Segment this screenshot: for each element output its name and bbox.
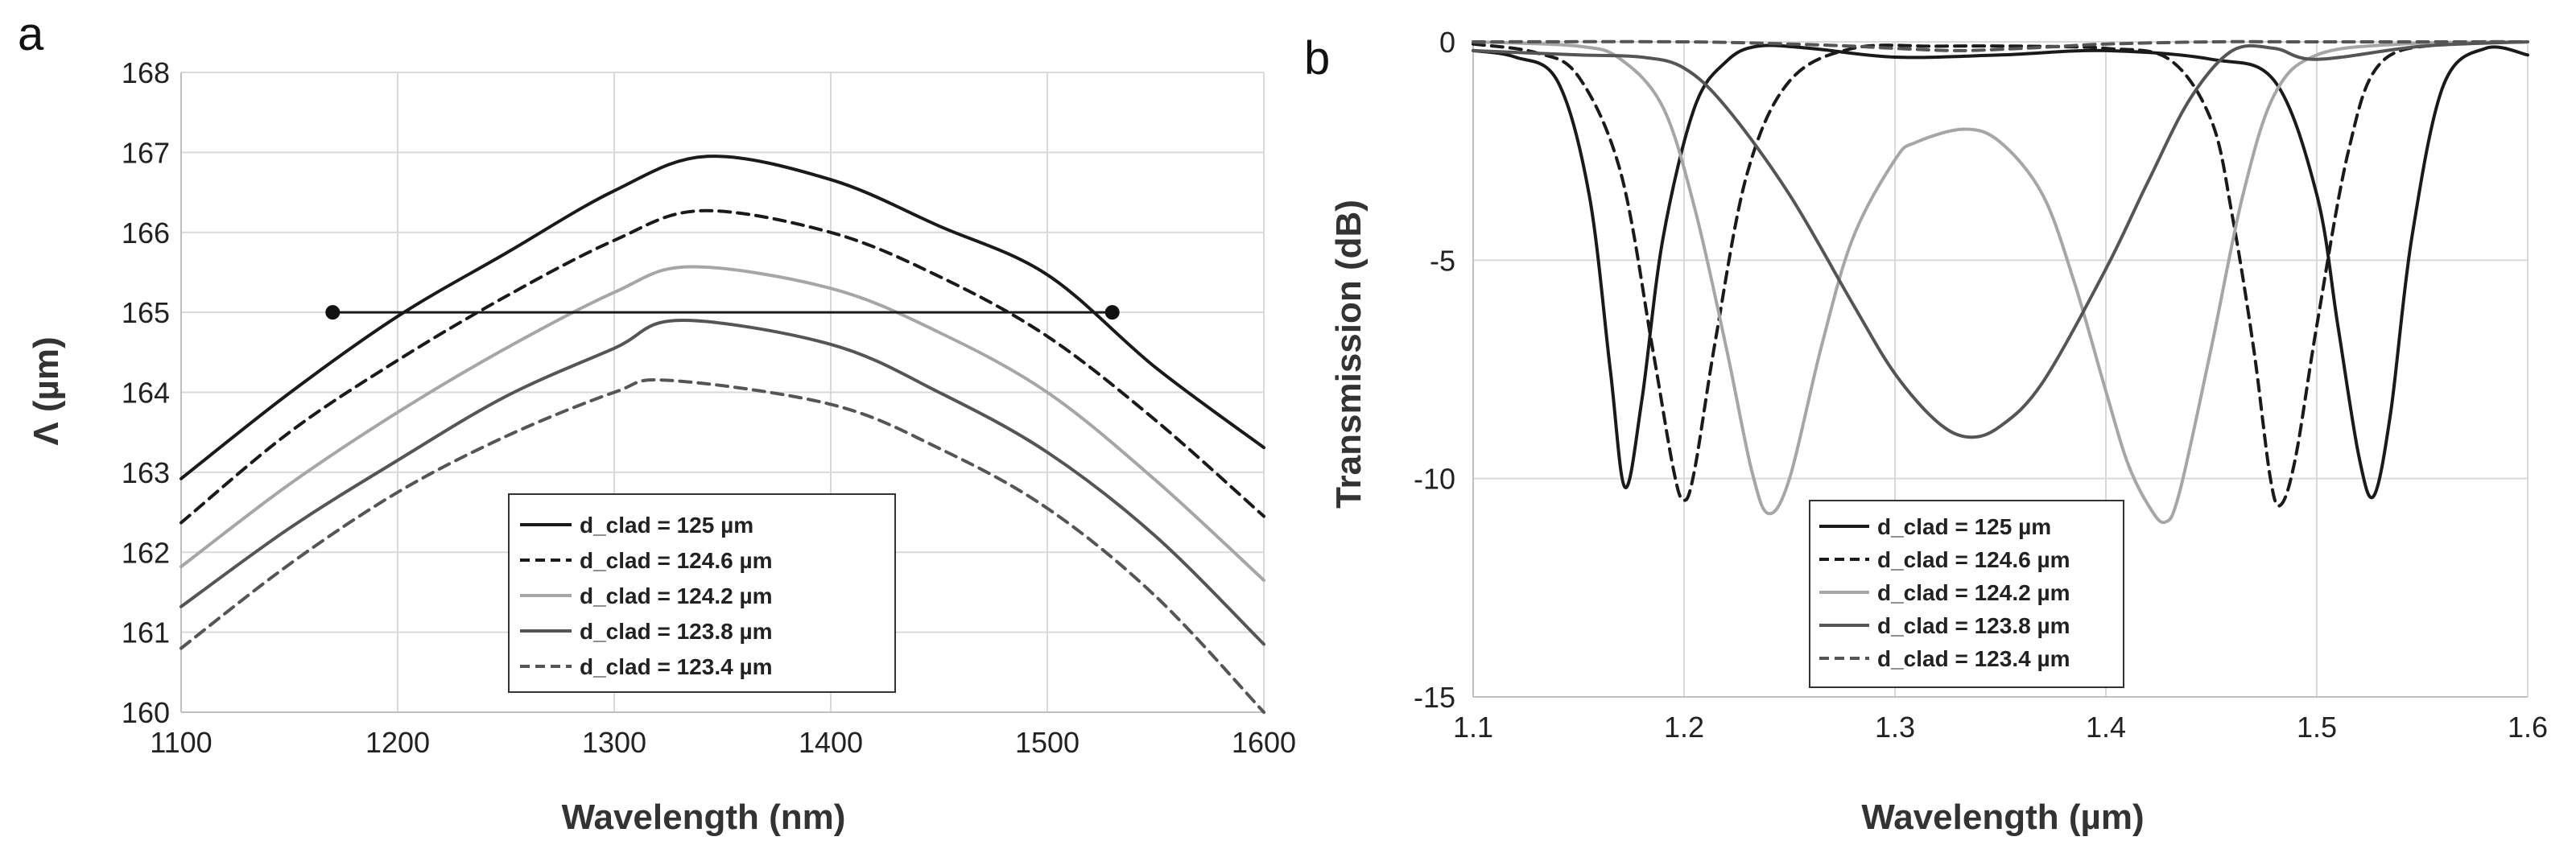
chart-b-xtick-label: 1.2 (1664, 711, 1704, 744)
chart-a-marker-point (325, 305, 341, 320)
chart-a-ytick-label: 161 (122, 616, 170, 649)
chart-b-ytick-label: -10 (1414, 463, 1455, 496)
chart-b-series-line-5 (1472, 39, 2529, 52)
chart-b-legend-label: d_clad = 124.6 µm (1877, 547, 2070, 572)
chart-a-ytick-label: 165 (122, 296, 170, 329)
chart-a-ytick-label: 168 (122, 56, 170, 89)
chart-a-ylabel: Λ (µm) (27, 336, 66, 445)
chart-a-series-line-3 (180, 265, 1265, 582)
chart-a-xlabel: Wavelength (nm) (562, 798, 846, 837)
chart-a-legend-label: d_clad = 125 µm (580, 513, 753, 538)
chart-b-xtick-label: 1.3 (1875, 711, 1915, 744)
chart-b-ylabel: Transmission (dB) (1329, 200, 1368, 509)
chart-a-annotations (325, 305, 1120, 320)
chart-a-ytick-label: 162 (122, 536, 170, 569)
chart-b-legend-label: d_clad = 125 µm (1877, 514, 2051, 539)
chart-a-marker-point (1104, 305, 1120, 320)
chart-a-series (180, 155, 1265, 714)
chart-b-xtick-label: 1.1 (1453, 711, 1493, 744)
chart-a-ticks: 1100 1200 1300 1400 1500 1600 160 161 162 163 164 1… (122, 56, 1296, 759)
chart-a-xtick-label: 1600 (1232, 726, 1296, 759)
chart-a-series-line-5 (180, 378, 1265, 714)
chart-b-series-line-3 (1472, 40, 2529, 525)
chart-b-legend: d_clad = 125 µm d_clad = 124.6 µm d_clad =… (1809, 500, 2124, 688)
chart-a-legend-label: d_clad = 124.2 µm (580, 583, 773, 608)
chart-b-ytick-label: -15 (1414, 681, 1455, 714)
chart-a-ytick-label: 163 (122, 456, 170, 489)
chart-b-ytick-label: -5 (1430, 244, 1455, 277)
chart-a-xtick-label: 1400 (799, 726, 863, 759)
chart-a-xtick-label: 1200 (365, 726, 430, 759)
chart-b-xlabel: Wavelength (µm) (1861, 798, 2144, 837)
chart-a-legend-label: d_clad = 123.4 µm (580, 654, 773, 679)
chart-a-series-line-4 (180, 319, 1265, 646)
chart-b-xtick-label: 1.6 (2508, 711, 2548, 744)
chart-b-legend-label: d_clad = 123.8 µm (1877, 613, 2070, 638)
chart-a-xtick-label: 1100 (150, 726, 212, 759)
chart-a-legend-box (508, 493, 896, 693)
chart-a-xtick-label: 1500 (1015, 726, 1080, 759)
chart-b-series (1472, 39, 2529, 525)
chart-a-ytick-label: 160 (122, 696, 170, 729)
chart-b-series-line-1 (1472, 43, 2529, 500)
chart-a-ytick-label: 167 (122, 136, 170, 169)
chart-b-legend-label: d_clad = 123.4 µm (1877, 646, 2070, 671)
chart-a-legend-label: d_clad = 123.8 µm (580, 619, 773, 644)
chart-a-series-line-1 (180, 155, 1265, 480)
chart-a-ytick-label: 166 (122, 216, 170, 249)
chart-a-ytick-label: 164 (122, 377, 170, 410)
chart-b-series-line-4 (1472, 40, 2529, 439)
chart-a-series-line-2 (180, 208, 1265, 525)
chart-b-ticks: 1.1 1.2 1.3 1.4 1.5 1.6 0 -5 -10 -15 (1414, 26, 2548, 744)
chart-a-legend: d_clad = 125 µm d_clad = 124.6 µm d_clad =… (508, 493, 896, 693)
chart-b-ytick-label: 0 (1439, 26, 1455, 59)
chart-b-legend-label: d_clad = 124.2 µm (1877, 580, 2070, 605)
chart-b-xtick-label: 1.4 (2086, 711, 2126, 744)
chart-a-xtick-label: 1300 (582, 726, 646, 759)
chart-a-legend-label: d_clad = 124.6 µm (580, 548, 773, 573)
chart-b-xtick-label: 1.5 (2297, 711, 2337, 744)
panel-a-label: a (18, 8, 44, 60)
panel-b-label: b (1304, 32, 1330, 84)
chart-b-series-line-2 (1472, 39, 2529, 508)
